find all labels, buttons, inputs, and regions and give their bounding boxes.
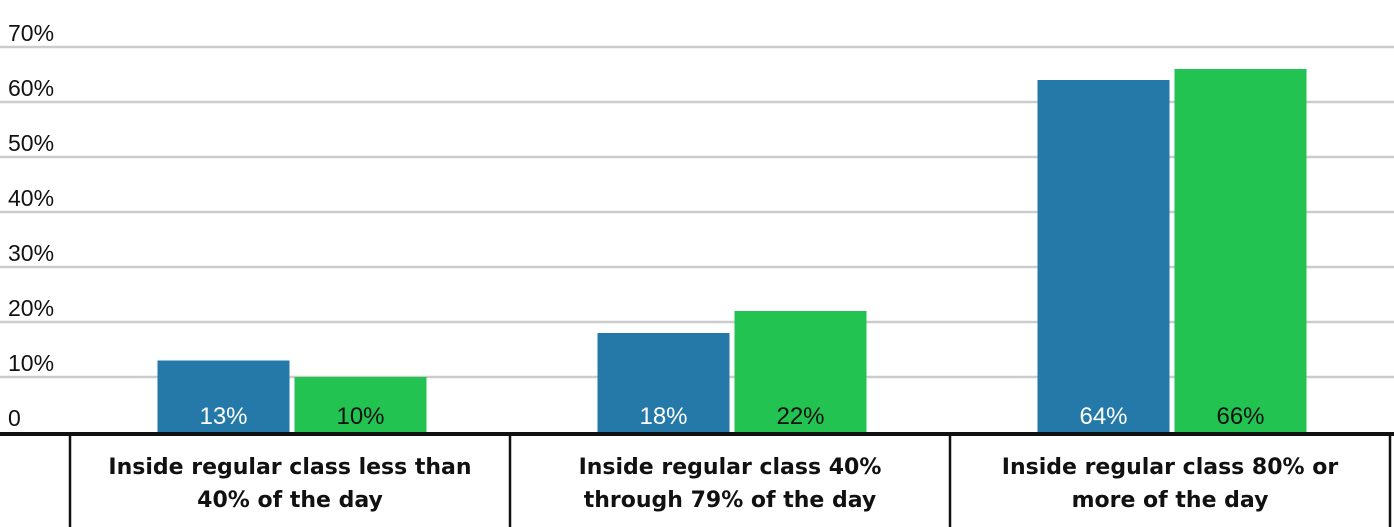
bar [1037, 80, 1170, 432]
bar [1174, 69, 1307, 432]
gridlines [0, 45, 1394, 379]
y-tick-label: 30% [8, 240, 54, 266]
y-tick-label: 70% [8, 20, 54, 46]
y-tick-label: 0 [8, 405, 21, 431]
y-axis-ticks: 0 10% 20% 30% 40% 50% 60% 70% [8, 20, 54, 431]
category-label: Inside regular class 40% [579, 455, 882, 480]
bar [157, 360, 290, 432]
y-tick-label: 60% [8, 75, 54, 101]
category-label: 40% of the day [197, 488, 383, 513]
category-label: more of the day [1072, 488, 1269, 513]
bar-value-label: 13% [199, 403, 247, 430]
category-label: through 79% of the day [584, 488, 877, 513]
category-label: Inside regular class 80% or [1002, 455, 1339, 480]
y-tick-label: 20% [8, 295, 54, 321]
bar-value-label: 10% [336, 403, 384, 430]
bar [734, 311, 867, 432]
y-tick-label: 10% [8, 350, 54, 376]
category-axis: Inside regular class less than 40% of the… [0, 432, 1394, 527]
category-label: Inside regular class less than [108, 455, 471, 480]
bars [157, 69, 1307, 432]
bar-value-label: 64% [1079, 403, 1127, 430]
bar [597, 333, 730, 432]
bar-value-label: 66% [1216, 403, 1264, 430]
bar-value-label: 22% [776, 403, 824, 430]
bar-value-label: 18% [639, 403, 687, 430]
y-tick-label: 50% [8, 130, 54, 156]
bar-data-labels: 13% 10% 18% 22% 64% 66% [199, 403, 1264, 430]
bar [294, 377, 427, 432]
y-tick-label: 40% [8, 185, 54, 211]
